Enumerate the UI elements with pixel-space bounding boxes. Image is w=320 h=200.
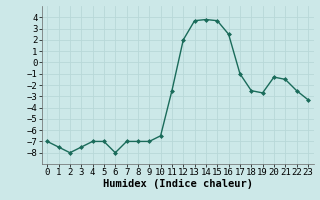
X-axis label: Humidex (Indice chaleur): Humidex (Indice chaleur) <box>103 179 252 189</box>
